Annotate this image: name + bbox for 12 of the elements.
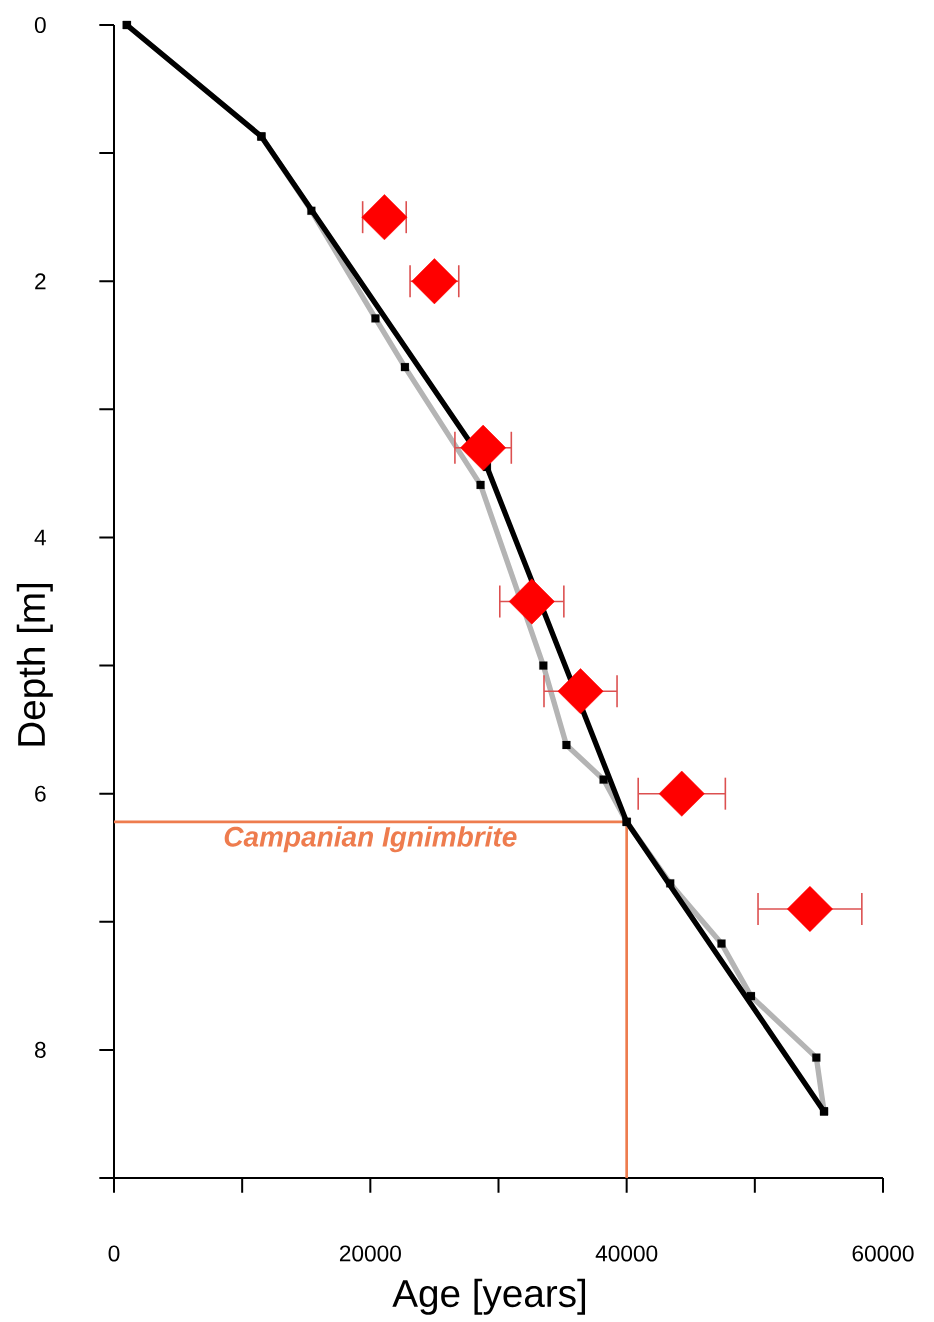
x-tick-label: 40000 — [595, 1245, 658, 1262]
x-tick-label: 20000 — [339, 1245, 401, 1262]
y-tick-label: 8 — [35, 1041, 46, 1058]
y-tick-label: 6 — [35, 785, 46, 802]
y-tick-label: 4 — [34, 529, 46, 546]
y-axis-title: Depth [m] — [16, 583, 53, 746]
x-tick-label: 60000 — [852, 1245, 914, 1262]
y-tick-label: 2 — [35, 273, 46, 290]
ref-line-label: Campanian Ignimbrite — [224, 826, 517, 853]
y-tick-label: 0 — [34, 16, 46, 34]
x-tick-label: 0 — [108, 1245, 120, 1262]
x-axis-title: Age [years] — [392, 1278, 586, 1315]
